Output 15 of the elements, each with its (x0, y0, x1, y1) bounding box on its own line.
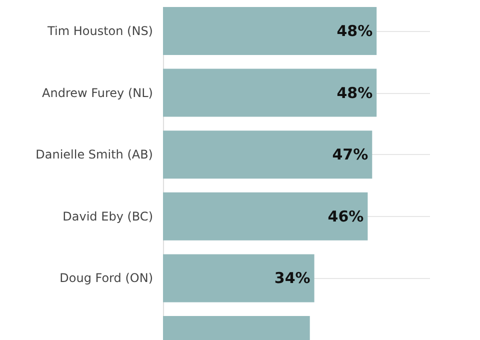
bar (163, 254, 314, 302)
data-label: 34% (274, 269, 310, 288)
bar (163, 192, 368, 240)
bar (163, 130, 372, 179)
bar (163, 7, 377, 55)
y-tick-label: Danielle Smith (AB) (36, 148, 153, 162)
data-label: 47% (332, 146, 368, 164)
data-label: 46% (328, 207, 364, 226)
y-tick-label: Doug Ford (ON) (60, 271, 153, 286)
y-tick-label: David Eby (BC) (62, 209, 153, 224)
data-label: 48% (336, 22, 373, 40)
y-tick-label: Andrew Furey (NL) (42, 86, 153, 100)
data-label: 48% (336, 84, 373, 102)
y-tick-label: Tim Houston (NS) (46, 24, 153, 38)
bar (163, 68, 377, 117)
